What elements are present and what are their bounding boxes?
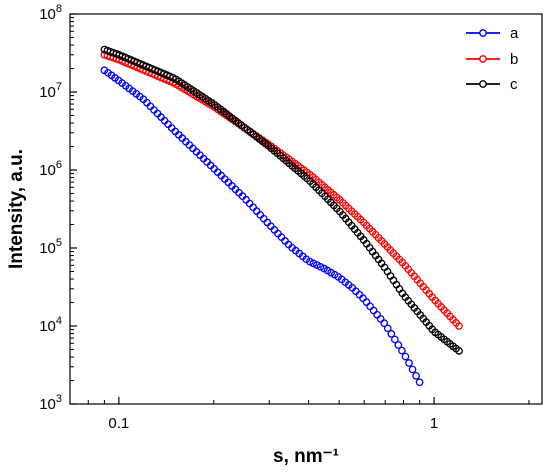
data-point-a (245, 199, 254, 208)
data-point-a (408, 365, 417, 374)
y-tick-label: 107 (39, 81, 62, 101)
data-point-a (390, 335, 399, 344)
ticks-layer (70, 13, 530, 405)
y-tick-exponent: 8 (56, 3, 62, 15)
data-point-a (362, 298, 371, 306)
legend-item-a: a (466, 25, 519, 42)
y-tick-label: 104 (39, 315, 62, 335)
y-tick-base: 10 (39, 162, 56, 179)
legend-marker-c (479, 80, 487, 88)
data-point-a (369, 306, 378, 315)
data-point-a (252, 207, 261, 215)
y-tick-label: 108 (39, 3, 62, 23)
data-point-c (455, 347, 463, 355)
legend-label-a: a (510, 25, 519, 42)
y-axis-title: Intensity, a.u. (6, 149, 27, 269)
series-a (100, 66, 424, 387)
data-point-a (405, 359, 413, 367)
legend-label-b: b (510, 51, 518, 68)
data-point-a (376, 315, 385, 323)
data-point-a (366, 302, 374, 311)
y-tick-label: 103 (39, 393, 62, 413)
y-tick-exponent: 6 (56, 159, 62, 171)
y-tick-base: 10 (39, 318, 56, 335)
y-tick-label: 106 (39, 159, 62, 179)
y-tick-base: 10 (39, 84, 56, 101)
legend: a b c (466, 25, 519, 93)
y-tick-label: 105 (39, 237, 62, 257)
data-point-a (387, 330, 396, 338)
x-tick-label: 1 (430, 415, 438, 432)
legend-item-b: b (466, 51, 518, 68)
data-point-b (455, 322, 463, 330)
data-point-a (259, 214, 268, 223)
x-tick-label: 0.1 (108, 415, 129, 432)
data-point-a (380, 319, 389, 327)
series-layer (100, 45, 463, 387)
y-tick-base: 10 (39, 6, 56, 23)
data-point-a (249, 203, 258, 212)
x-axis-title: s, nm⁻¹ (273, 446, 339, 467)
series-b (100, 50, 463, 330)
data-point-a (398, 346, 406, 355)
data-point-a (412, 371, 420, 380)
data-point-a (394, 341, 403, 349)
plot-frame (69, 13, 543, 405)
y-tick-exponent: 4 (56, 315, 62, 327)
legend-marker-b (479, 55, 487, 63)
data-point-a (373, 310, 381, 319)
legend-label-c: c (510, 76, 518, 93)
legend-item-c: c (466, 76, 518, 93)
data-point-a (401, 352, 410, 361)
data-point-a (383, 324, 392, 333)
legend-marker-a (479, 29, 487, 37)
y-tick-exponent: 5 (56, 237, 62, 249)
series-c (100, 45, 463, 355)
data-point-a (415, 378, 424, 387)
y-tick-exponent: 3 (56, 393, 62, 405)
y-tick-base: 10 (39, 240, 56, 257)
y-tick-base: 10 (39, 396, 56, 413)
data-point-a (256, 211, 265, 219)
y-tick-exponent: 7 (56, 81, 62, 93)
